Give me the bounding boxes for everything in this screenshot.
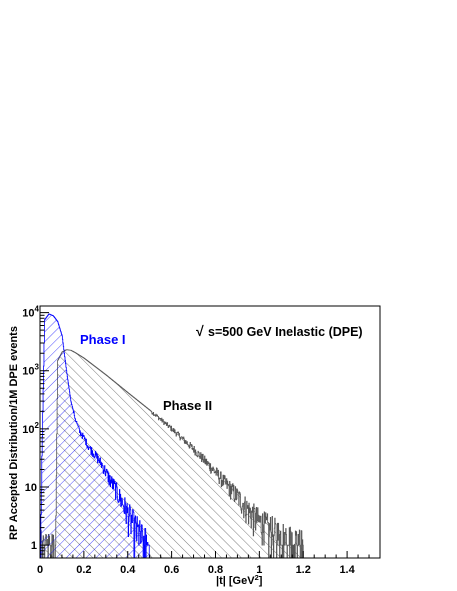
x-axis-label-main: |t| [GeV	[216, 575, 255, 587]
y-tick-label-exp-2: 2	[35, 421, 40, 430]
y-axis-label: RP Accepted Distribution/1M DPE events	[8, 326, 20, 540]
y-tick-label-base-2: 10	[22, 424, 34, 436]
y-tick-label-3: 103	[22, 363, 39, 378]
series-layer	[39, 313, 304, 559]
x-tick-label-3: 0.6	[164, 564, 179, 576]
x-tick-label-6: 1.2	[296, 564, 311, 576]
x-axis-label: |t| [GeV2]	[216, 573, 263, 587]
y-tick-label-exp-4: 4	[35, 305, 40, 314]
y-tick-label-0: 1	[31, 540, 37, 552]
x-tick-label-4: 0.8	[208, 564, 223, 576]
annotation-text: s=500 GeV Inelastic (DPE)	[208, 325, 363, 339]
y-tick-label-2: 102	[22, 421, 39, 436]
series-1-histogram	[39, 313, 150, 559]
y-tick-label-exp-3: 3	[35, 363, 40, 372]
y-tick-label-base-3: 10	[22, 366, 34, 378]
x-tick-label-5: 1	[256, 564, 262, 576]
y-tick-label-4: 104	[22, 305, 39, 320]
annotation-sqrt-symbol: √	[196, 323, 204, 339]
x-tick-label-1: 0.2	[76, 564, 91, 576]
x-axis-label-sup: 2	[255, 573, 259, 582]
x-tick-label-2: 0.4	[120, 564, 136, 576]
series-label-phase-2: Phase II	[163, 398, 212, 413]
x-axis-label-close: ]	[259, 575, 263, 587]
series-label-phase-1: Phase I	[80, 332, 126, 347]
y-tick-label-1: 10	[25, 482, 37, 494]
y-tick-label-base-4: 10	[22, 308, 34, 320]
x-tick-label-0: 0	[37, 564, 43, 576]
x-tick-label-7: 1.4	[339, 564, 355, 576]
